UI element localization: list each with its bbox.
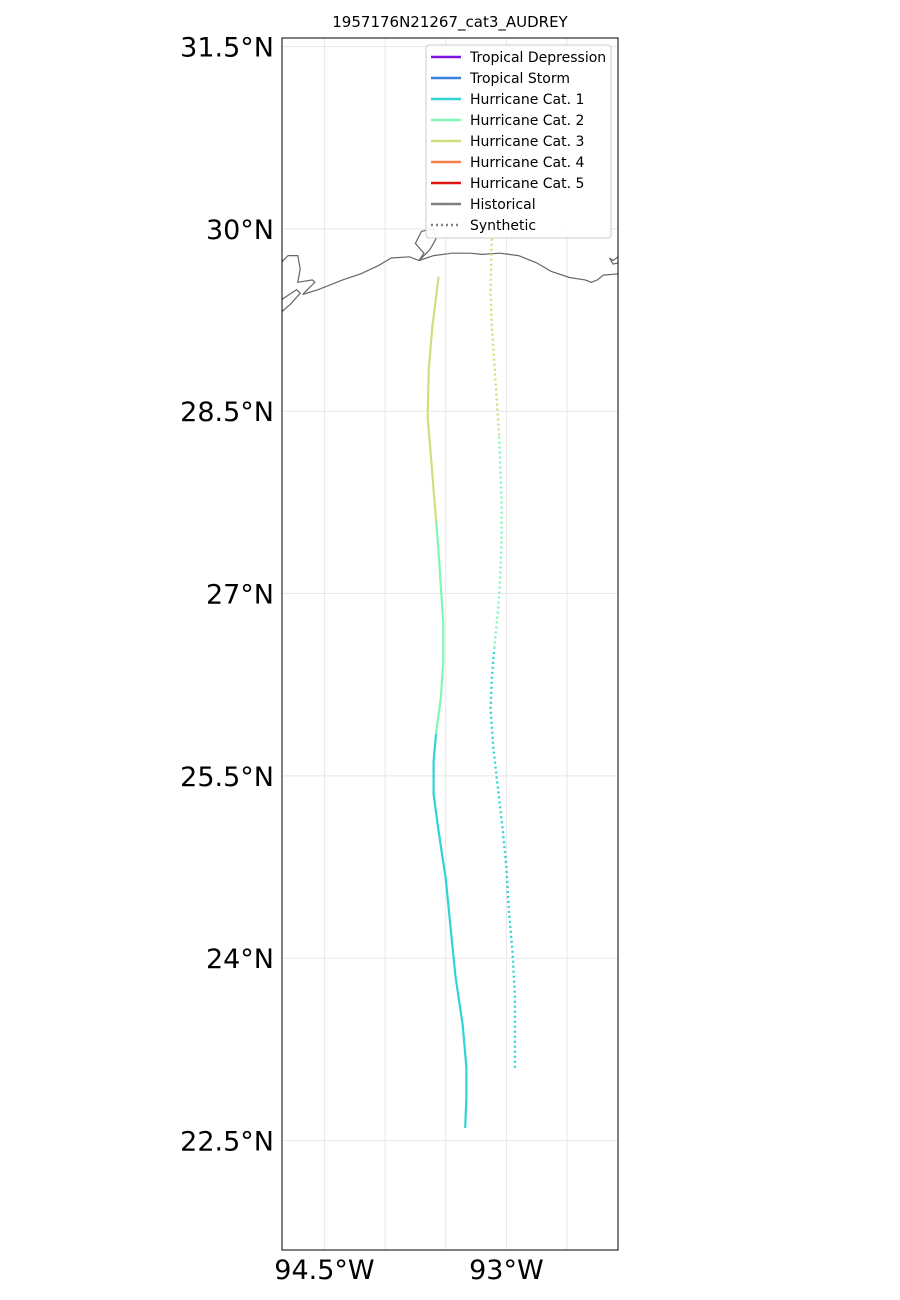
synthetic-track-segment-0 [489, 648, 517, 1068]
historical-track-segment-2 [426, 276, 440, 522]
y-tick-label-5: 24°N [206, 944, 274, 975]
x-axis-ticks: 94.5°W 93°W [274, 1255, 543, 1286]
legend-label-6: Hurricane Cat. 5 [470, 176, 584, 192]
historical-track-segment-1 [435, 519, 445, 735]
y-tick-label-1: 30°N [206, 215, 274, 246]
legend-label-7: Historical [470, 197, 536, 213]
legend-label-4: Hurricane Cat. 3 [470, 134, 584, 150]
plot-frame [281, 37, 619, 1251]
y-tick-label-3: 27°N [206, 580, 274, 611]
legend-label-8: Synthetic [470, 218, 536, 234]
coastline-segment-1 [281, 228, 619, 296]
y-tick-label-0: 31.5°N [180, 33, 274, 64]
legend-label-5: Hurricane Cat. 4 [470, 155, 585, 171]
y-tick-label-4: 25.5°N [180, 762, 274, 793]
synthetic-track-segment-1 [493, 435, 503, 649]
coastline [281, 228, 619, 312]
y-tick-label-2: 28.5°N [180, 397, 274, 428]
legend-label-2: Hurricane Cat. 1 [470, 92, 584, 108]
y-tick-label-6: 22.5°N [180, 1127, 274, 1158]
legend: Tropical Depression Tropical Storm Hurrica… [425, 44, 612, 239]
storm-tracks [426, 234, 517, 1129]
legend-box [425, 44, 612, 239]
legend-label-1: Tropical Storm [469, 71, 570, 87]
legend-label-0: Tropical Depression [469, 50, 606, 66]
coastline-segment-2 [608, 256, 619, 265]
y-axis-ticks: 31.5°N 30°N 28.5°N 27°N 25.5°N 24°N 22.5°N [180, 33, 274, 1158]
legend-label-3: Hurricane Cat. 2 [470, 113, 584, 129]
chart-title: 1957176N21267_cat3_AUDREY [332, 13, 568, 32]
x-tick-label-0: 94.5°W [274, 1255, 374, 1286]
historical-track-segment-0 [432, 732, 468, 1129]
synthetic-track-segment-2 [489, 234, 501, 436]
x-tick-label-1: 93°W [469, 1255, 544, 1286]
coastline-segment-0 [281, 288, 302, 312]
